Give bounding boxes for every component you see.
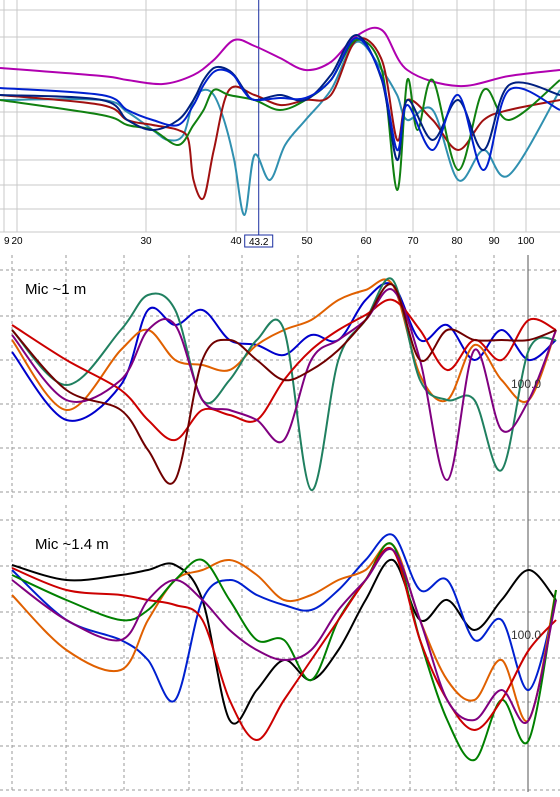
x-tick-label: 60 xyxy=(360,236,372,247)
annotation-100-top: 100.0 xyxy=(511,377,541,391)
cursor-label: 43.2 xyxy=(249,237,269,248)
mid-series-line xyxy=(11,277,557,492)
top-series-line xyxy=(0,36,560,172)
x-tick-label: 40 xyxy=(230,236,242,247)
low-series-line xyxy=(11,542,557,762)
low-series-line xyxy=(11,546,557,741)
annotation-100-bottom: 100.0 xyxy=(511,628,541,642)
top-series-line xyxy=(0,38,560,192)
x-tick-label: 100 xyxy=(518,236,535,247)
x-tick-label: 30 xyxy=(140,236,152,247)
panel-title-mic-1-4m: Mic ~1.4 m xyxy=(35,536,109,553)
mid-series-line xyxy=(11,298,557,442)
mid-series-line xyxy=(11,278,557,412)
mid-series-line xyxy=(11,288,557,482)
low-series-line xyxy=(11,542,557,723)
mid-series-line xyxy=(11,283,557,485)
low-series-line xyxy=(11,533,557,703)
top-series-line xyxy=(0,34,560,162)
top-series-line xyxy=(0,37,560,201)
x-tick-label: 9 xyxy=(4,236,10,247)
top-series-line xyxy=(0,26,560,88)
text-layer: Mic ~1 m Mic ~1.4 m 100.0 100.0 9 20 30 40 5… xyxy=(4,234,541,642)
x-tick-label: 80 xyxy=(451,236,463,247)
x-tick-label: 50 xyxy=(301,236,313,247)
mid-series-line xyxy=(11,282,557,422)
low-series-line xyxy=(11,547,557,724)
x-tick-label: 90 xyxy=(488,236,500,247)
x-tick-label: 20 xyxy=(11,236,23,247)
panel-title-mic-1m: Mic ~1 m xyxy=(25,281,86,298)
cursor-label-box xyxy=(244,234,274,248)
x-tick-label: 70 xyxy=(407,236,419,247)
